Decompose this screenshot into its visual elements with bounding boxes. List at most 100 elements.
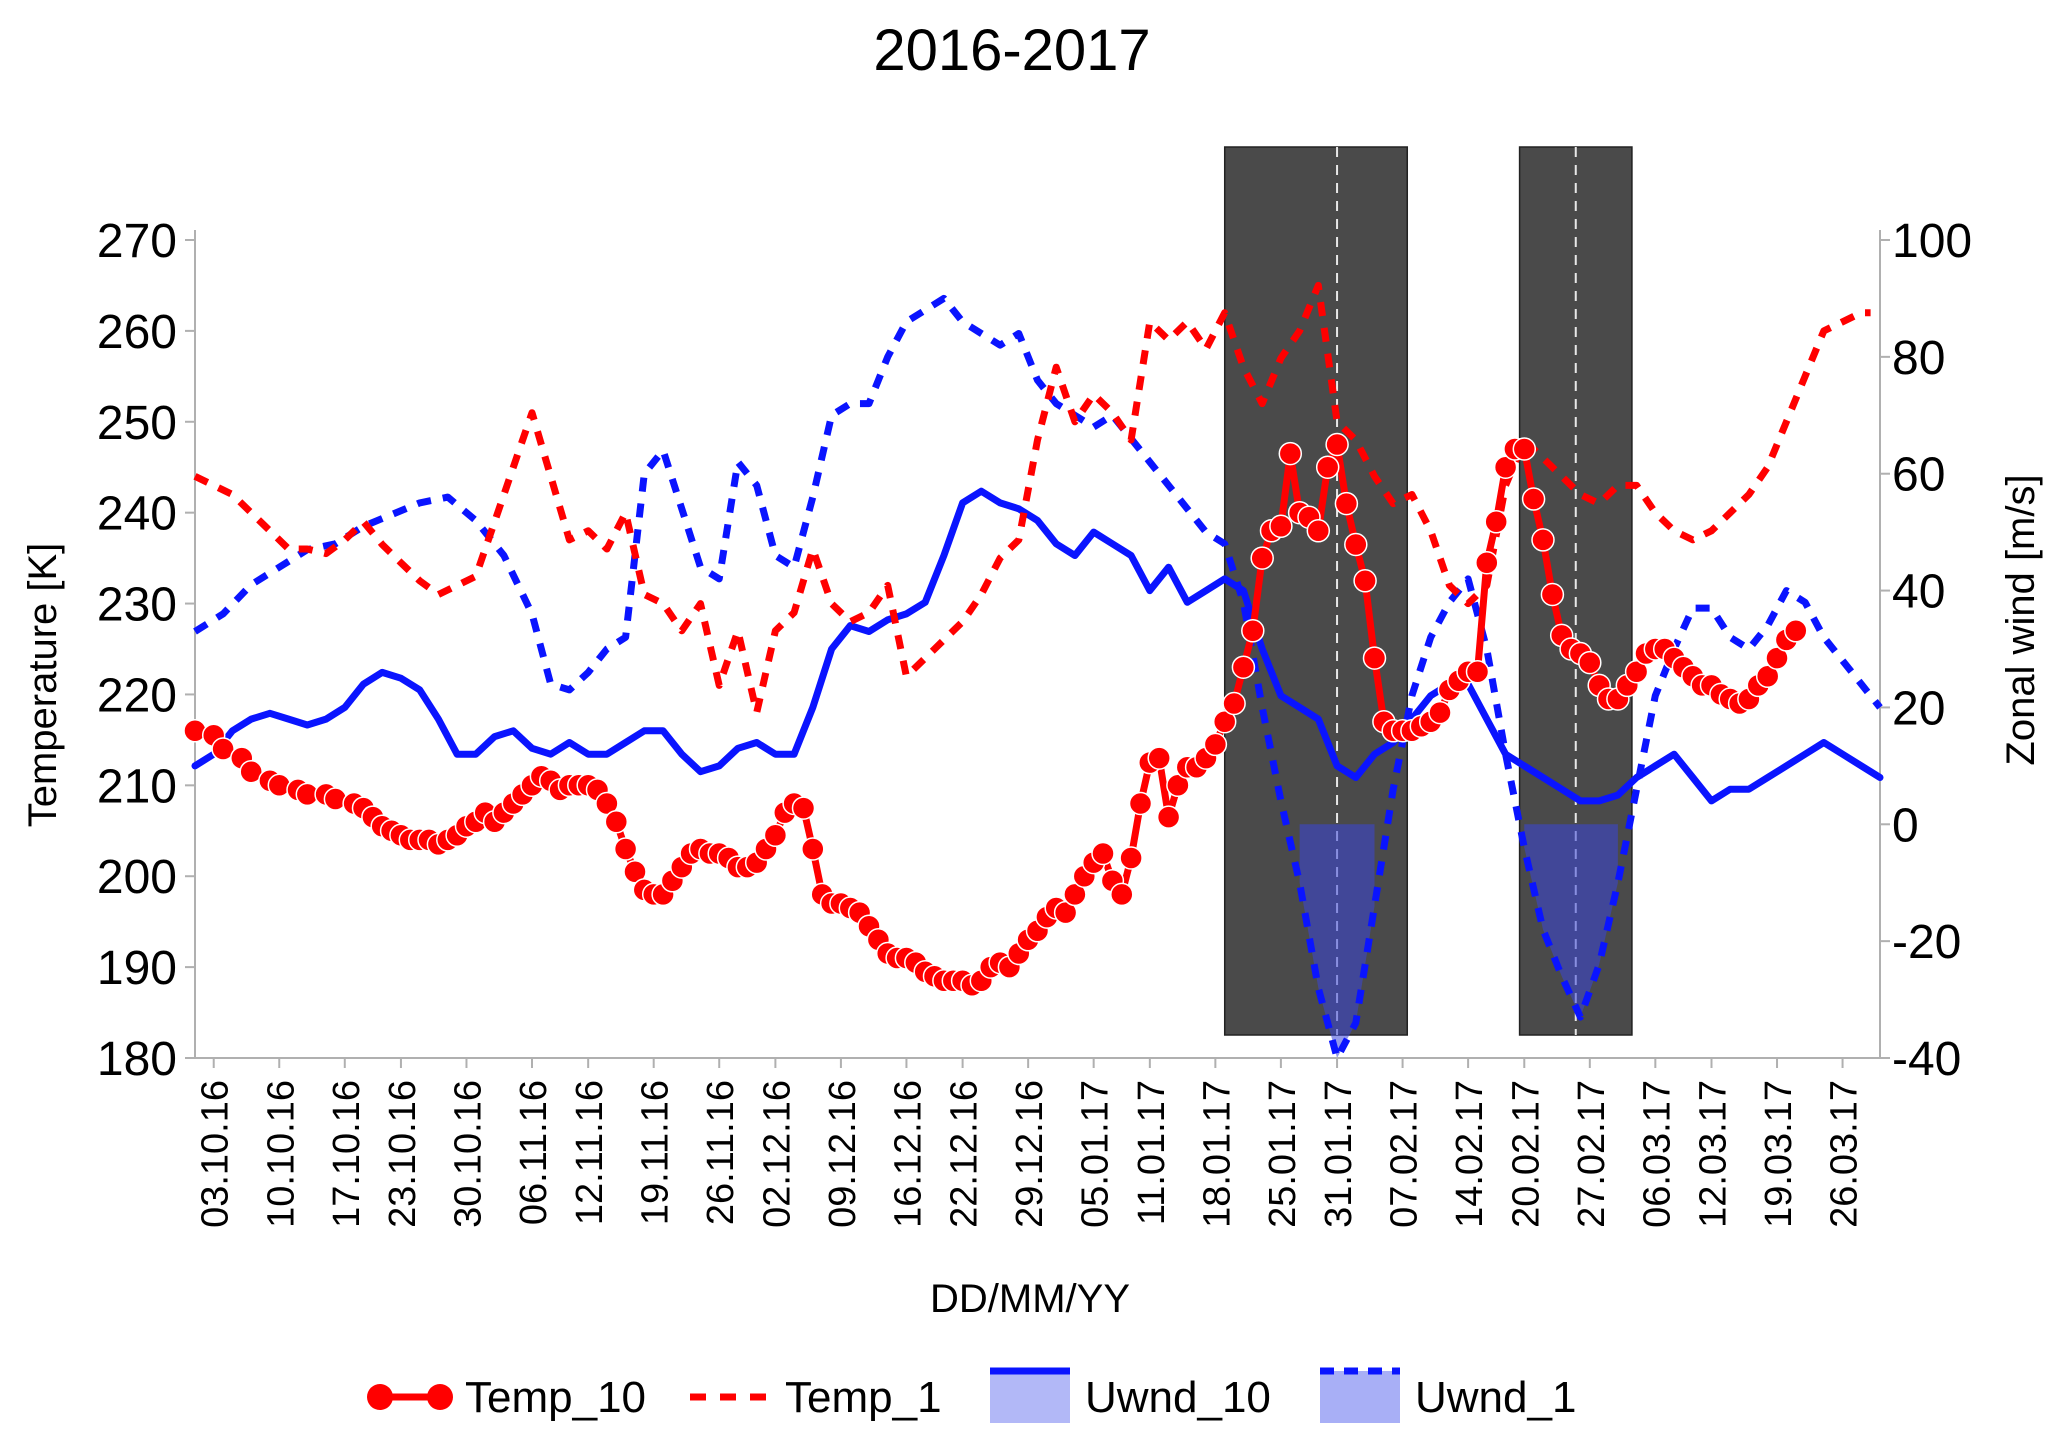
- x-tick-label: 17.10.16: [326, 1080, 368, 1228]
- y-left-tick-label: 220: [97, 669, 177, 722]
- y-left-tick-label: 250: [97, 397, 177, 450]
- temp-10-marker: [1484, 510, 1508, 534]
- temp-10-marker: [1344, 532, 1368, 557]
- temp-10-marker: [1203, 732, 1228, 757]
- x-tick-label: 18.01.17: [1196, 1080, 1238, 1228]
- temp-10-marker: [1531, 528, 1555, 552]
- temp-10-marker: [1765, 646, 1789, 670]
- y-left-tick-label: 230: [97, 579, 177, 632]
- temp-10-marker: [1325, 432, 1349, 457]
- temp-10-marker: [801, 837, 825, 861]
- x-tick-label: 11.01.17: [1131, 1080, 1173, 1225]
- y-left-tick-label: 190: [97, 942, 177, 995]
- temp-10-marker: [604, 809, 629, 834]
- x-tick-label: 03.10.16: [195, 1080, 237, 1228]
- x-tick-label: 26.11.16: [700, 1080, 742, 1225]
- temp-10-marker: [1241, 619, 1265, 643]
- chart-title: 2016-2017: [873, 18, 1150, 83]
- temp-10-marker: [595, 791, 619, 816]
- series-group: [183, 281, 1884, 1062]
- temp-10-marker: [1166, 773, 1190, 798]
- temp-10-marker: [1493, 455, 1518, 479]
- x-tick-label: 29.12.16: [1009, 1080, 1051, 1228]
- legend-item-uwnd-10: Uwnd_10: [990, 1367, 1271, 1423]
- x-tick-label: 19.03.17: [1758, 1080, 1800, 1228]
- temp-10-marker: [1465, 659, 1490, 684]
- temp-10-marker: [1250, 546, 1274, 570]
- x-tick-label: 25.01.17: [1262, 1080, 1304, 1228]
- x-tick-label: 12.11.16: [569, 1080, 611, 1225]
- temp-10-marker: [1278, 441, 1303, 466]
- temp-10-marker: [1521, 487, 1546, 511]
- temp-10-marker: [1212, 709, 1237, 734]
- temp-10-marker: [1269, 514, 1293, 539]
- y-left-tick-label: 240: [97, 488, 177, 541]
- legend-item-uwnd-1: Uwnd_1: [1320, 1367, 1576, 1423]
- x-tick-label: 16.12.16: [887, 1080, 929, 1228]
- temp-10-marker: [1231, 655, 1256, 679]
- temp-10-marker: [211, 737, 235, 761]
- temp-10-marker: [1110, 882, 1134, 907]
- legend-label: Temp_1: [785, 1373, 942, 1422]
- temp-10-marker: [1091, 841, 1115, 866]
- x-tick-label: 20.02.17: [1505, 1080, 1547, 1228]
- y-right-tick-label: 40: [1892, 566, 1945, 619]
- x-tick-label: 06.03.17: [1636, 1080, 1678, 1228]
- x-tick-label: 23.10.16: [382, 1080, 424, 1228]
- x-axis-label: DD/MM/YY: [930, 1277, 1130, 1321]
- legend: Temp_10 Temp_1 Uwnd_10 Uwnd_1: [367, 1367, 1576, 1423]
- temp-10-marker: [623, 859, 647, 884]
- y-right-tick-label: -40: [1892, 1033, 1961, 1086]
- axes: [185, 230, 1890, 1068]
- x-tick-label: 31.01.17: [1318, 1080, 1360, 1228]
- y-left-tick-label: 180: [97, 1033, 177, 1086]
- temp-10-marker: [1475, 550, 1499, 575]
- legend-label: Temp_10: [465, 1373, 646, 1422]
- temp-10-marker: [1512, 437, 1537, 461]
- x-tick-label: 02.12.16: [756, 1080, 798, 1228]
- y-left-tick-label: 270: [97, 215, 177, 268]
- temp-10-marker: [1428, 700, 1452, 725]
- legend-label: Uwnd_1: [1415, 1373, 1576, 1422]
- temp-10-marker: [1540, 582, 1565, 607]
- legend-label: Uwnd_10: [1085, 1373, 1271, 1422]
- x-tick-label: 14.02.17: [1449, 1080, 1491, 1228]
- legend-item-temp-1: Temp_1: [690, 1373, 942, 1422]
- legend-item-temp-10: Temp_10: [367, 1373, 646, 1422]
- temp-10-marker: [1156, 805, 1181, 829]
- temp-10-marker: [1147, 746, 1171, 770]
- temp-10-marker: [1053, 900, 1078, 925]
- temp-10-marker: [1128, 791, 1153, 816]
- temp-10-marker: [1315, 455, 1340, 479]
- temp-10-marker: [1222, 691, 1246, 716]
- series-line-uwnd-1: [193, 294, 1883, 1062]
- x-tick-label: 10.10.16: [260, 1080, 302, 1228]
- temp-10-marker: [1578, 650, 1602, 675]
- temp-10-marker: [1063, 882, 1087, 907]
- y-right-tick-label: 100: [1892, 215, 1972, 268]
- temp-10-marker: [1119, 846, 1143, 870]
- temp-10-marker: [1353, 569, 1377, 593]
- y-left-tick-label: 260: [97, 306, 177, 359]
- y-axis-left-label: Temperature [K]: [21, 543, 65, 828]
- temp-10-marker: [1755, 664, 1780, 689]
- x-tick-label: 09.12.16: [822, 1080, 864, 1228]
- y-left-tick-label: 200: [97, 851, 177, 904]
- x-tick-label: 12.03.17: [1693, 1080, 1735, 1228]
- x-tick-label: 05.01.17: [1075, 1080, 1117, 1228]
- negative-wind-fill-1: [1299, 824, 1375, 1058]
- legend-swatch-marker: [367, 1384, 393, 1410]
- temp-10-marker: [763, 823, 788, 848]
- x-tick-label: 06.11.16: [513, 1080, 555, 1225]
- x-tick-label: 19.11.16: [635, 1080, 677, 1225]
- tick-labels: 2702602502402302202102001901801008060402…: [97, 215, 1972, 1228]
- series-line-temp-1: [193, 281, 1871, 717]
- x-tick-label: 07.02.17: [1384, 1080, 1426, 1228]
- x-tick-label: 27.02.17: [1571, 1080, 1613, 1228]
- legend-swatch-fill: [1320, 1371, 1400, 1423]
- temp-10-marker: [1334, 491, 1359, 516]
- legend-swatch-fill: [990, 1371, 1070, 1423]
- temp-10-marker: [239, 759, 263, 784]
